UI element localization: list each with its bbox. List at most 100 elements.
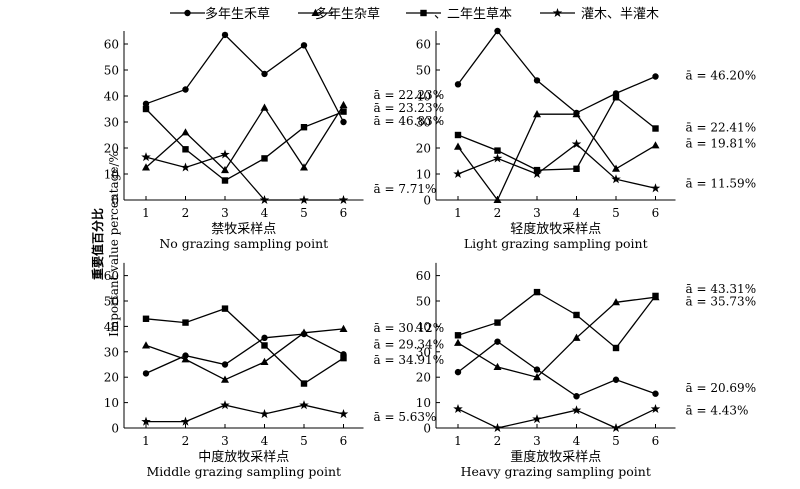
x-tick-label: 4 bbox=[261, 434, 269, 448]
data-point bbox=[494, 27, 501, 35]
data-point bbox=[259, 409, 270, 419]
data-point bbox=[573, 311, 580, 319]
legend-label: 多年生禾草 bbox=[205, 6, 270, 22]
annotation: ā = 35.73% bbox=[686, 295, 757, 309]
data-point bbox=[611, 423, 621, 433]
y-tick-label: 40 bbox=[416, 320, 431, 334]
data-point bbox=[142, 100, 150, 108]
series-line bbox=[145, 307, 344, 385]
y-tick-label: 0 bbox=[111, 194, 119, 208]
y-tick-label: 60 bbox=[104, 269, 119, 283]
data-point bbox=[533, 110, 541, 118]
data-point bbox=[612, 298, 620, 306]
series-line bbox=[146, 404, 344, 423]
data-point bbox=[261, 342, 268, 349]
annotation: ā = 5.63% bbox=[374, 410, 437, 424]
data-point bbox=[573, 393, 580, 400]
data-point bbox=[652, 292, 659, 300]
data-point bbox=[261, 334, 268, 342]
data-point bbox=[300, 42, 308, 49]
legend-marker-triangle bbox=[311, 8, 320, 16]
data-point bbox=[339, 324, 348, 332]
y-axis-label-en: Important value percentage/% bbox=[107, 151, 121, 337]
data-point bbox=[650, 183, 661, 193]
data-point bbox=[652, 73, 659, 80]
data-point bbox=[612, 164, 620, 172]
legend-label: 多年生杂草 bbox=[315, 6, 380, 22]
x-tick-label: 2 bbox=[182, 206, 190, 220]
data-point bbox=[532, 414, 542, 424]
y-tick-label: 40 bbox=[416, 90, 431, 104]
panel-title-en: Heavy grazing sampling point bbox=[461, 464, 651, 479]
data-point bbox=[454, 332, 462, 339]
series-line bbox=[145, 108, 344, 182]
data-point bbox=[652, 390, 659, 397]
series bbox=[454, 110, 660, 203]
x-tick-label: 6 bbox=[652, 206, 660, 220]
data-point bbox=[221, 361, 229, 368]
data-point bbox=[651, 141, 660, 149]
annotation: ā = 46.83% bbox=[374, 114, 445, 128]
data-point bbox=[300, 380, 308, 387]
x-tick-label: 1 bbox=[142, 206, 150, 220]
y-tick-label: 0 bbox=[423, 422, 431, 436]
data-point bbox=[454, 142, 462, 150]
x-tick-label: 4 bbox=[573, 206, 581, 220]
series bbox=[454, 338, 659, 400]
data-point bbox=[180, 162, 191, 172]
x-tick-label: 6 bbox=[340, 434, 348, 448]
series bbox=[142, 105, 347, 184]
y-tick-label: 30 bbox=[416, 345, 431, 359]
series-line bbox=[457, 408, 656, 429]
y-tick-label: 60 bbox=[416, 269, 431, 283]
data-point bbox=[612, 94, 620, 101]
series bbox=[141, 400, 349, 426]
data-point bbox=[612, 344, 620, 352]
legend-marker-square bbox=[420, 9, 427, 17]
x-tick-label: 5 bbox=[300, 434, 308, 448]
data-point bbox=[454, 131, 462, 139]
data-point bbox=[221, 165, 229, 174]
y-axis-label: 重要值百分比 Important value percentage/% bbox=[90, 151, 121, 337]
data-point bbox=[180, 416, 191, 426]
y-tick-label: 10 bbox=[416, 396, 431, 410]
data-point bbox=[142, 370, 150, 377]
data-point bbox=[142, 315, 150, 322]
x-tick-label: 2 bbox=[182, 434, 190, 448]
series-line bbox=[457, 296, 656, 378]
data-point bbox=[454, 338, 462, 346]
legend-marker-circle bbox=[184, 9, 191, 17]
data-point bbox=[454, 81, 462, 88]
y-tick-label: 60 bbox=[104, 38, 119, 52]
data-point bbox=[652, 125, 659, 132]
x-tick-label: 3 bbox=[221, 206, 229, 220]
series-line bbox=[145, 104, 345, 172]
legend-item: 多年生杂草 bbox=[298, 6, 380, 22]
data-point bbox=[338, 195, 349, 205]
series-line bbox=[145, 153, 344, 201]
annotation: ā = 34.91% bbox=[374, 353, 445, 367]
panel-title-cn: 轻度放牧采样点 bbox=[510, 221, 601, 237]
y-tick-label: 30 bbox=[104, 116, 119, 130]
panel-title-en: Light grazing sampling point bbox=[464, 236, 648, 251]
data-point bbox=[650, 403, 661, 413]
x-tick-label: 5 bbox=[612, 206, 620, 220]
data-point bbox=[494, 147, 501, 154]
x-tick-label: 3 bbox=[221, 434, 229, 448]
legend-item: 多年生禾草 bbox=[170, 6, 270, 22]
series-line bbox=[457, 143, 656, 189]
y-tick-label: 40 bbox=[104, 320, 119, 334]
x-tick-label: 1 bbox=[454, 206, 462, 220]
annotation: ā = 30.12% bbox=[374, 321, 445, 335]
x-tick-label: 4 bbox=[573, 434, 581, 448]
x-tick-label: 6 bbox=[652, 434, 660, 448]
series bbox=[142, 31, 347, 126]
data-point bbox=[494, 338, 501, 345]
annotation: ā = 22.23% bbox=[374, 88, 445, 102]
series-line bbox=[145, 33, 345, 123]
data-point bbox=[571, 139, 582, 149]
data-point bbox=[142, 163, 150, 171]
data-point bbox=[572, 110, 581, 118]
series bbox=[454, 292, 660, 381]
